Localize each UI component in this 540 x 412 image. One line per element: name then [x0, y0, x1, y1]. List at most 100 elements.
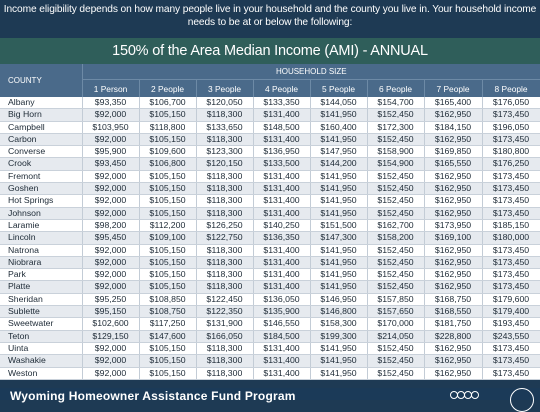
- income-limit-cell: $118,300: [196, 133, 254, 147]
- income-limit-cell: $141,950: [310, 182, 368, 196]
- income-limit-cell: $92,000: [82, 367, 140, 380]
- income-limit-cell: $131,400: [253, 367, 311, 380]
- income-limit-cell: $109,600: [139, 145, 197, 159]
- county-name: Hot Springs: [0, 194, 83, 208]
- income-limit-cell: $141,950: [310, 354, 368, 368]
- income-limit-cell: $179,600: [482, 293, 540, 307]
- income-limit-cell: $131,400: [253, 170, 311, 184]
- income-limit-cell: $193,450: [482, 317, 540, 331]
- county-name: Natrona: [0, 244, 83, 257]
- income-limit-cell: $131,400: [253, 354, 311, 368]
- county-name: Teton: [0, 330, 83, 343]
- income-limit-cell: $168,550: [424, 305, 483, 319]
- income-limit-cell: $126,250: [196, 219, 254, 233]
- income-limit-cell: $92,000: [82, 170, 140, 184]
- hands-logo-icon: [450, 391, 479, 399]
- income-limit-cell: $141,950: [310, 207, 368, 220]
- income-limit-cell: $162,950: [424, 354, 483, 368]
- income-limit-cell: $105,150: [139, 207, 197, 220]
- table-row: Sheridan $95,250 $108,850 $122,450 $136,050 $…: [0, 293, 540, 307]
- income-limit-cell: $92,000: [82, 268, 140, 282]
- income-limit-cell: $162,950: [424, 256, 483, 270]
- income-limit-cell: $162,950: [424, 367, 483, 380]
- income-limit-cell: $154,700: [367, 97, 425, 110]
- table-row: Carbon $92,000 $105,150 $118,300 $131,400 $14…: [0, 133, 540, 147]
- county-name: Crook: [0, 157, 83, 171]
- income-limit-cell: $141,950: [310, 170, 368, 184]
- income-limit-cell: $120,050: [196, 97, 254, 110]
- income-limit-cell: $118,300: [196, 342, 254, 356]
- income-limit-cell: $141,950: [310, 108, 368, 122]
- income-limit-cell: $122,350: [196, 305, 254, 319]
- county-column-header: COUNTY: [0, 64, 83, 97]
- income-limit-cell: $147,600: [139, 330, 197, 343]
- table-row: Johnson $92,000 $105,150 $118,300 $131,400 $1…: [0, 207, 540, 220]
- income-limit-cell: $118,300: [196, 268, 254, 282]
- income-limit-cell: $131,400: [253, 207, 311, 220]
- income-limit-cell: $184,500: [253, 330, 311, 343]
- table-row: Albany $93,350 $106,700 $120,050 $133,350 $14…: [0, 97, 540, 110]
- intro-text: Income eligibility depends on how many p…: [0, 0, 540, 38]
- income-limit-cell: $105,150: [139, 367, 197, 380]
- income-limit-cell: $92,000: [82, 244, 140, 257]
- income-limit-cell: $141,950: [310, 133, 368, 147]
- county-name: Sweetwater: [0, 317, 83, 331]
- income-limit-cell: $131,400: [253, 182, 311, 196]
- household-size-columns: 1 Person 2 People 3 People 4 People 5 People…: [0, 79, 540, 97]
- income-limit-cell: $112,200: [139, 219, 197, 233]
- income-limit-cell: $105,150: [139, 182, 197, 196]
- income-limit-cell: $105,150: [139, 342, 197, 356]
- income-limit-cell: $173,450: [482, 256, 540, 270]
- income-limit-cell: $123,300: [196, 145, 254, 159]
- income-limit-cell: $92,000: [82, 342, 140, 356]
- income-limit-cell: $170,000: [367, 317, 425, 331]
- household-size-col-4: 4 People: [253, 79, 311, 97]
- table-row: Converse $95,900 $109,600 $123,300 $136,950 $…: [0, 145, 540, 159]
- county-name: Johnson: [0, 207, 83, 220]
- income-limit-cell: $133,350: [253, 97, 311, 110]
- household-size-col-3: 3 People: [196, 79, 254, 97]
- income-limit-cell: $147,300: [310, 231, 368, 245]
- income-limit-cell: $95,250: [82, 293, 140, 307]
- income-limit-cell: $95,450: [82, 231, 140, 245]
- table-row: Sublette $95,150 $108,750 $122,350 $135,900 $…: [0, 305, 540, 319]
- income-limit-cell: $118,300: [196, 182, 254, 196]
- income-limit-cell: $131,400: [253, 280, 311, 294]
- income-limit-cell: $144,050: [310, 97, 368, 110]
- income-limit-cell: $141,950: [310, 244, 368, 257]
- income-limit-cell: $95,900: [82, 145, 140, 159]
- income-limit-cell: $118,800: [139, 121, 197, 134]
- income-limit-cell: $141,950: [310, 256, 368, 270]
- income-limit-cell: $105,150: [139, 244, 197, 257]
- income-limit-cell: $117,250: [139, 317, 197, 331]
- income-limit-cell: $173,450: [482, 354, 540, 368]
- income-limit-cell: $154,900: [367, 157, 425, 171]
- income-limit-cell: $92,000: [82, 182, 140, 196]
- table-row: Laramie $98,200 $112,200 $126,250 $140,250 $1…: [0, 219, 540, 233]
- income-limit-cell: $173,450: [482, 194, 540, 208]
- income-limit-cell: $169,850: [424, 145, 483, 159]
- income-limit-cell: $146,800: [310, 305, 368, 319]
- income-limit-cell: $152,450: [367, 280, 425, 294]
- income-limit-cell: $108,750: [139, 305, 197, 319]
- income-limit-cell: $133,500: [253, 157, 311, 171]
- income-limit-cell: $162,950: [424, 280, 483, 294]
- income-limit-cell: $141,950: [310, 194, 368, 208]
- income-limit-cell: $162,950: [424, 170, 483, 184]
- county-name: Uinta: [0, 342, 83, 356]
- income-limit-cell: $173,450: [482, 108, 540, 122]
- income-limit-cell: $105,150: [139, 268, 197, 282]
- income-limit-cell: $152,450: [367, 244, 425, 257]
- income-limit-cell: $152,450: [367, 268, 425, 282]
- footer-bar: [0, 388, 540, 400]
- income-limit-cell: $152,450: [367, 207, 425, 220]
- income-limit-cell: $152,450: [367, 170, 425, 184]
- county-name: Platte: [0, 280, 83, 294]
- income-limit-cell: $92,000: [82, 194, 140, 208]
- income-limit-cell: $129,150: [82, 330, 140, 343]
- income-limit-cell: $106,800: [139, 157, 197, 171]
- income-limit-cell: $243,550: [482, 330, 540, 343]
- income-limit-cell: $157,850: [367, 293, 425, 307]
- income-limit-cell: $92,000: [82, 133, 140, 147]
- table-row: Lincoln $95,450 $109,100 $122,750 $136,350 $1…: [0, 231, 540, 245]
